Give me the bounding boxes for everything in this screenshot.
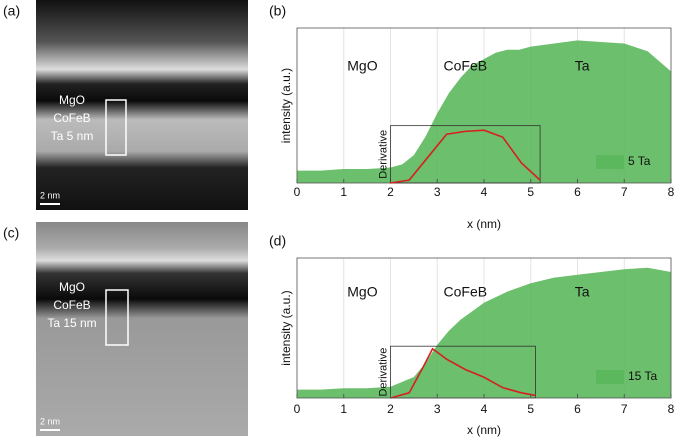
y-axis-label: intensity (a.u.) bbox=[279, 290, 293, 365]
derivative-line bbox=[390, 129, 541, 184]
x-tick-label: 1 bbox=[340, 185, 347, 199]
scale-bar-label: 2 nm bbox=[40, 416, 60, 426]
intensity-area bbox=[297, 267, 671, 398]
legend-swatch bbox=[596, 155, 624, 169]
legend-label: 5 Ta bbox=[628, 154, 651, 168]
x-tick-label: 8 bbox=[668, 402, 675, 416]
x-tick-label: 2 bbox=[387, 185, 394, 199]
x-axis-label: x (nm) bbox=[467, 217, 501, 231]
layer-label: Ta 15 nm bbox=[47, 316, 96, 330]
intensity-area bbox=[297, 40, 671, 184]
x-tick-label: 0 bbox=[294, 185, 301, 199]
inset-label: Derivative bbox=[377, 348, 389, 397]
stem-image bbox=[36, 222, 248, 436]
layer-label: MgO bbox=[59, 93, 85, 107]
layer-label: Ta 5 nm bbox=[51, 129, 94, 143]
annotation: Ta bbox=[575, 284, 590, 300]
stem-image bbox=[36, 0, 248, 210]
annotation: MgO bbox=[347, 284, 377, 300]
x-tick-label: 3 bbox=[434, 185, 441, 199]
roi-box bbox=[105, 289, 129, 346]
x-tick-label: 3 bbox=[434, 402, 441, 416]
panel-label: (b) bbox=[269, 3, 286, 19]
layer-label: CoFeB bbox=[53, 298, 90, 312]
scale-bar-label: 2 nm bbox=[40, 190, 60, 200]
y-axis-label: intensity (a.u.) bbox=[279, 68, 293, 143]
x-tick-label: 2 bbox=[387, 402, 394, 416]
derivative-line bbox=[390, 347, 536, 399]
x-tick-label: 4 bbox=[481, 185, 488, 199]
annotation: CoFeB bbox=[444, 57, 488, 73]
x-tick-label: 7 bbox=[621, 185, 628, 199]
annotation: Ta bbox=[575, 57, 590, 73]
x-tick-label: 7 bbox=[621, 402, 628, 416]
panel-label: (a) bbox=[3, 3, 20, 19]
x-tick-label: 4 bbox=[481, 402, 488, 416]
panel-label: (c) bbox=[3, 225, 19, 241]
panel-label: (d) bbox=[269, 233, 286, 249]
legend-label: 15 Ta bbox=[628, 369, 657, 383]
x-tick-label: 5 bbox=[527, 402, 534, 416]
legend-swatch bbox=[596, 370, 624, 384]
annotation: MgO bbox=[347, 57, 377, 73]
layer-label: CoFeB bbox=[53, 111, 90, 125]
x-tick-label: 6 bbox=[574, 402, 581, 416]
x-tick-label: 8 bbox=[668, 185, 675, 199]
x-tick-label: 6 bbox=[574, 185, 581, 199]
roi-box bbox=[105, 99, 127, 156]
x-tick-label: 5 bbox=[527, 185, 534, 199]
x-axis-label: x (nm) bbox=[467, 423, 501, 437]
layer-label: MgO bbox=[59, 280, 85, 294]
x-tick-label: 1 bbox=[340, 402, 347, 416]
inset-label: Derivative bbox=[377, 130, 389, 179]
x-tick-label: 0 bbox=[294, 402, 301, 416]
annotation: CoFeB bbox=[444, 284, 488, 300]
inset-box bbox=[390, 125, 541, 184]
